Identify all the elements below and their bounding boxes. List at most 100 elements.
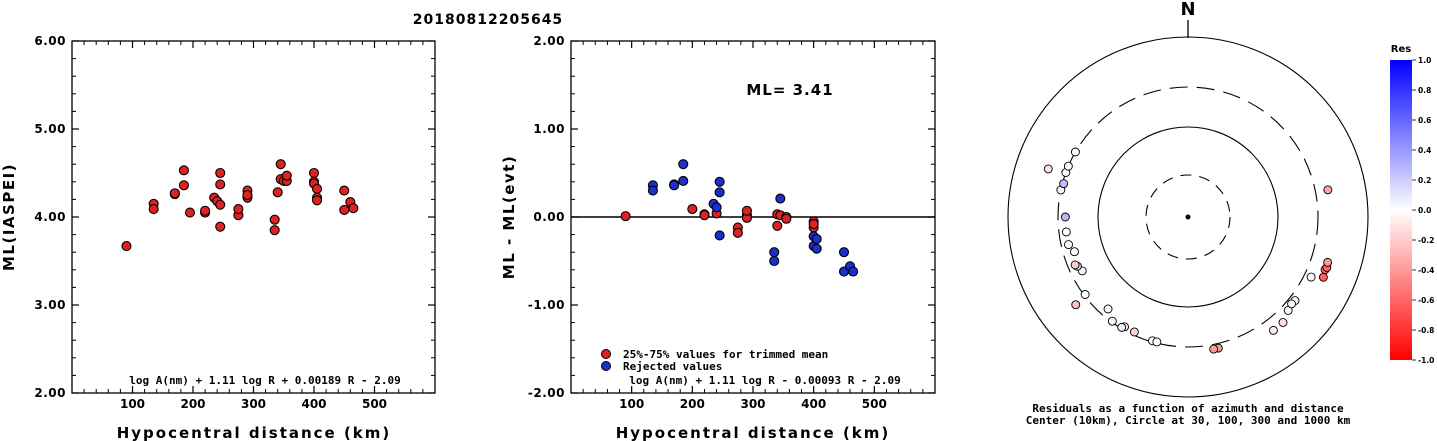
data-point-series-1 bbox=[811, 233, 822, 245]
ring-300km bbox=[1057, 86, 1319, 348]
y-tick-label: 5.00 bbox=[34, 122, 66, 136]
data-point-series-0 bbox=[269, 225, 280, 236]
x-tick-label: 400 bbox=[301, 397, 326, 411]
data-point-series-0 bbox=[620, 211, 631, 222]
y-tick-label: -2.00 bbox=[528, 386, 565, 400]
y-tick-label: 4.00 bbox=[34, 210, 66, 224]
legend-label-rejected: Rejected values bbox=[623, 360, 722, 373]
data-point-series-0 bbox=[339, 204, 350, 216]
panel1-formula: log A(nm) + 1.11 log R + 0.00189 R - 2.0… bbox=[129, 374, 401, 387]
data-point-series-0 bbox=[121, 240, 132, 252]
station-residual-point bbox=[1323, 257, 1333, 267]
x-tick-label: 500 bbox=[862, 397, 887, 411]
panel1-y-axis: 2.00 3.00 4.00 5.00 6.00 bbox=[34, 34, 435, 400]
panel2-x-axis-label: Hypocentral distance (km) bbox=[616, 424, 891, 441]
data-point-series-0 bbox=[311, 195, 323, 206]
data-point-series-0 bbox=[772, 220, 783, 231]
panel2-points bbox=[620, 159, 859, 277]
station-residual-point bbox=[1117, 322, 1127, 332]
x-tick-label: 300 bbox=[740, 397, 765, 411]
colorbar-tick-label: -1.0 bbox=[1418, 356, 1434, 365]
data-point-series-0 bbox=[272, 187, 283, 198]
station-residual-point bbox=[1306, 272, 1316, 282]
ml-value-label: ML= 3.41 bbox=[746, 81, 833, 99]
station-residual-point bbox=[1103, 304, 1113, 314]
panel2-legend: 25%-75% values for trimmed mean Rejected… bbox=[601, 348, 828, 373]
data-point-series-1 bbox=[775, 193, 786, 204]
colorbar-tick-label: 0.8 bbox=[1418, 86, 1431, 95]
x-tick-label: 400 bbox=[801, 397, 826, 411]
station-residual-point bbox=[1287, 299, 1297, 309]
data-point-series-0 bbox=[184, 207, 196, 218]
data-point-series-0 bbox=[311, 183, 323, 194]
data-point-series-0 bbox=[200, 205, 211, 216]
data-point-series-1 bbox=[769, 255, 780, 267]
data-point-series-0 bbox=[687, 204, 698, 215]
data-point-series-0 bbox=[215, 167, 226, 179]
data-point-series-1 bbox=[848, 266, 859, 277]
data-point-series-0 bbox=[233, 204, 244, 215]
x-tick-label: 300 bbox=[241, 397, 266, 411]
station-residual-point bbox=[1318, 272, 1328, 282]
data-point-series-0 bbox=[178, 165, 189, 176]
colorbar-tick-label: -0.4 bbox=[1418, 266, 1434, 275]
data-point-series-1 bbox=[678, 175, 689, 186]
data-point-series-0 bbox=[281, 170, 292, 181]
data-point-series-0 bbox=[808, 218, 819, 230]
panel1-y-axis-label: ML(IASPEI) bbox=[0, 163, 18, 271]
residual-colorbar: Res 1.0 0.8 0.6 0.4 0.2 0.0 -0.2 -0.4 -0.6 -0.8 -1… bbox=[1390, 44, 1434, 365]
y-tick-label: 2.00 bbox=[34, 386, 66, 400]
panel2-y-axis: -2.00 -1.00 0.00 1.00 2.00 bbox=[528, 34, 935, 400]
station-residual-point bbox=[1268, 325, 1278, 335]
data-point-series-0 bbox=[178, 180, 189, 191]
station-residual-point bbox=[1070, 147, 1080, 157]
data-point-series-0 bbox=[348, 203, 359, 214]
data-point-series-0 bbox=[215, 179, 226, 190]
polar-caption-line2: Center (10km), Circle at 30, 100, 300 an… bbox=[1026, 414, 1351, 427]
legend-marker-rejected bbox=[601, 361, 611, 371]
y-tick-label: 6.00 bbox=[34, 34, 66, 48]
data-point-series-0 bbox=[339, 185, 350, 196]
station-residual-point bbox=[1323, 185, 1333, 195]
data-point-series-0 bbox=[732, 227, 743, 238]
event-id-title: 20180812205645 bbox=[413, 12, 563, 28]
panel1-x-axis-label: Hypocentral distance (km) bbox=[117, 424, 392, 441]
panel1-points bbox=[121, 159, 359, 252]
data-point-series-0 bbox=[781, 213, 792, 224]
y-tick-label: 1.00 bbox=[533, 122, 565, 136]
data-point-series-0 bbox=[741, 205, 752, 216]
station-residual-point bbox=[1209, 344, 1219, 354]
station-residual-point bbox=[1278, 318, 1288, 327]
data-point-series-1 bbox=[669, 180, 680, 191]
data-point-series-1 bbox=[711, 202, 722, 213]
polar-caption-line1: Residuals as a function of azimuth and d… bbox=[1032, 402, 1344, 415]
colorbar-tick-label: -0.8 bbox=[1418, 326, 1434, 335]
data-point-series-0 bbox=[308, 167, 320, 179]
y-tick-label: -1.00 bbox=[528, 298, 565, 312]
x-tick-label: 200 bbox=[680, 397, 705, 411]
colorbar-tick-label: 0.6 bbox=[1418, 116, 1431, 125]
data-point-series-1 bbox=[714, 187, 725, 198]
station-residual-point bbox=[1070, 247, 1079, 257]
data-point-series-1 bbox=[838, 247, 850, 258]
data-point-series-1 bbox=[647, 185, 658, 196]
station-residual-point bbox=[1129, 327, 1139, 337]
azimuth-residual-panel: N Residuals as a function of azimuth and… bbox=[1007, 0, 1369, 427]
panel2-formula: log A(nm) + 1.11 log R - 0.00093 R - 2.0… bbox=[629, 374, 901, 387]
data-point-series-0 bbox=[275, 159, 286, 170]
colorbar-ramp bbox=[1390, 60, 1412, 360]
colorbar-tick-label: -0.2 bbox=[1418, 236, 1434, 245]
data-point-series-1 bbox=[714, 230, 725, 241]
y-tick-label: 0.00 bbox=[533, 210, 565, 224]
legend-label-trimmed: 25%-75% values for trimmed mean bbox=[623, 348, 828, 361]
station-residual-point bbox=[1070, 260, 1080, 270]
colorbar-tick-label: 1.0 bbox=[1418, 56, 1431, 65]
residual-distance-panel: -2.00 -1.00 0.00 1.00 2.00 100 200 300 400 500 H… bbox=[500, 34, 936, 441]
polar-points bbox=[1043, 147, 1333, 354]
colorbar-tick-label: 0.4 bbox=[1418, 146, 1431, 155]
data-point-series-0 bbox=[242, 189, 253, 201]
station-residual-point bbox=[1059, 179, 1069, 189]
station-residual-point bbox=[1063, 161, 1073, 171]
x-tick-label: 200 bbox=[180, 397, 205, 411]
